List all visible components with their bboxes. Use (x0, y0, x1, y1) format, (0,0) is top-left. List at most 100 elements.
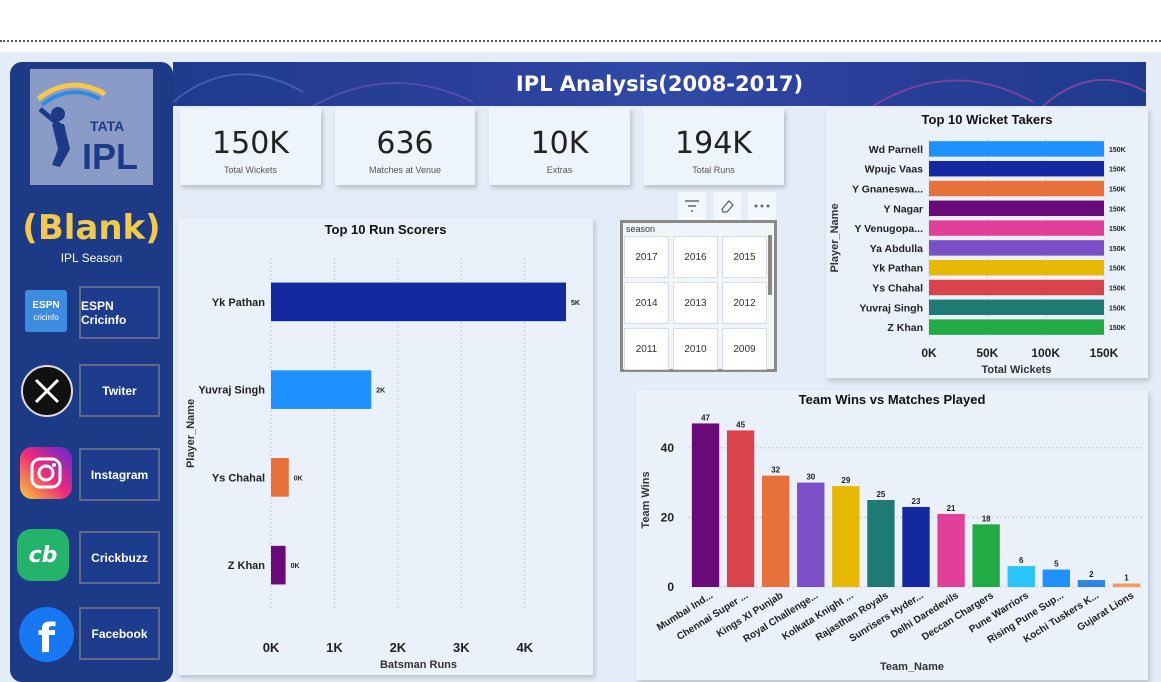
bar (762, 475, 790, 587)
chart-title: Top 10 Run Scorers (324, 222, 447, 237)
bar (929, 319, 1104, 335)
bar (929, 200, 1104, 217)
kpi-value: 194K (675, 126, 752, 161)
category-label: Z Khan (887, 322, 923, 334)
x-tick-label: 0K (921, 346, 937, 360)
wicket-takers-chart: 0K 50K 100K 150K Wd Parnell 150K Wpujc Vaas 150… (829, 139, 1126, 376)
slicer-year-item[interactable]: 2013 (673, 282, 718, 324)
data-label: 150K (1109, 147, 1126, 154)
category-label: Y Gnaneswa... (852, 184, 923, 196)
season-card-value: (Blank) (22, 208, 161, 248)
slicer-year-item[interactable]: 2015 (722, 236, 767, 278)
slicer-header: season (626, 224, 656, 234)
category-label: Wd Parnell (869, 144, 923, 156)
bar (1112, 583, 1141, 587)
y-axis-title: Team Wins (640, 471, 652, 528)
bar (929, 279, 1104, 296)
x-tick-label: 150K (1090, 346, 1119, 360)
x-axis-title: Team_Name (880, 661, 944, 673)
filter-icon[interactable] (678, 192, 706, 220)
cricbuzz-icon-text: cb (28, 542, 58, 568)
slicer-year-item[interactable]: 2016 (673, 236, 718, 278)
category-label: Wpujc Vaas (865, 164, 924, 176)
chart-title: Top 10 Wicket Takers (921, 112, 1053, 127)
bar (271, 458, 289, 497)
bar (271, 282, 566, 322)
category-label: Yk Pathan (212, 297, 265, 309)
slicer-year-item[interactable]: 2017 (624, 236, 669, 278)
bar (902, 506, 930, 587)
x-tick-label: 3K (453, 640, 470, 655)
data-label: 1 (1124, 574, 1129, 583)
kpi-card-total-wickets: 150K Total Wickets (180, 108, 321, 185)
instagram-button[interactable]: Instagram (79, 448, 160, 501)
logo-tata-text: TATA (90, 118, 124, 134)
category-label: Yuvraj Singh (859, 302, 923, 314)
data-label: 5 (1054, 560, 1059, 569)
espn-cricinfo-button[interactable]: ESPN Cricinfo (79, 286, 160, 339)
data-label: 25 (876, 490, 885, 499)
category-label: Ys Chahal (872, 283, 923, 295)
x-tick-label: 100K (1031, 346, 1060, 360)
chart-title: Team Wins vs Matches Played (798, 392, 986, 407)
category-label: Yuvraj Singh (198, 385, 265, 397)
twitter-button[interactable]: Twiter (79, 364, 160, 417)
facebook-icon[interactable]: f (19, 607, 74, 662)
x-twitter-icon[interactable] (21, 365, 73, 417)
data-label: 150K (1109, 286, 1126, 293)
data-label: 150K (1109, 266, 1126, 273)
instagram-icon[interactable] (20, 447, 72, 499)
x-axis-title: Batsman Runs (380, 659, 457, 671)
category-label: Z Khan (228, 560, 266, 572)
category-label: Y Nagar (884, 203, 924, 215)
kpi-label: Total Wickets (223, 165, 277, 175)
crickbuzz-button[interactable]: Crickbuzz (79, 531, 160, 584)
run-scorers-chart: 0K 1K 2K 3K 4K Yk Pathan 5K Yuvraj Singh 2K Ys Ch… (185, 258, 580, 671)
data-label: 30 (806, 473, 815, 482)
bar (867, 500, 895, 587)
x-tick-label: 50K (976, 346, 998, 360)
data-label: 18 (982, 514, 991, 523)
bar (929, 141, 1104, 157)
category-label: Y Venugopa... (854, 223, 923, 235)
slicer-year-item[interactable]: 2009 (722, 328, 767, 370)
data-label: 2K (376, 388, 385, 395)
cricbuzz-icon[interactable]: cb (17, 529, 69, 581)
bar (929, 220, 1104, 236)
x-tick-label: 1K (326, 640, 343, 655)
run-scorers-chart-card: Top 10 Run Scorers 0K 1K 2K 3K 4K Yk Pathan 5K… (178, 218, 593, 675)
data-label: 29 (841, 476, 850, 485)
facebook-button[interactable]: Facebook (79, 607, 160, 660)
category-label: Ya Abdulla (870, 243, 923, 255)
bar (929, 180, 1104, 197)
data-label: 150K (1109, 226, 1126, 233)
ipl-logo: TATA IPL (30, 69, 153, 185)
y-axis-title: Player_Name (185, 399, 197, 468)
bar (271, 545, 286, 585)
season-slicer[interactable]: season 2017 2016 2015 2014 2013 2012 201… (620, 220, 777, 372)
data-label: 32 (771, 466, 780, 475)
data-label: 150K (1109, 167, 1126, 174)
slicer-year-item[interactable]: 2011 (624, 328, 669, 370)
slicer-scrollbar[interactable] (768, 235, 772, 295)
bar (972, 524, 1000, 587)
data-label: 150K (1109, 246, 1126, 253)
bar (691, 423, 720, 587)
logo-ipl-text: IPL (82, 136, 138, 177)
bar (1007, 566, 1035, 587)
slicer-year-item[interactable]: 2014 (624, 282, 669, 324)
data-label: 23 (912, 497, 921, 506)
eraser-icon[interactable] (713, 192, 741, 220)
page-title: IPL Analysis(2008-2017) (515, 72, 804, 96)
y-tick-label: 40 (661, 441, 675, 455)
data-label: 150K (1109, 187, 1126, 194)
slicer-year-item[interactable]: 2012 (722, 282, 767, 324)
espn-cricinfo-icon[interactable]: ESPN cricinfo (25, 290, 67, 332)
data-label: 0K (291, 563, 300, 570)
kpi-card-matches-at-venue: 636 Matches at Venue (335, 108, 475, 185)
more-options-icon[interactable] (748, 192, 776, 220)
y-tick-label: 0 (667, 580, 674, 594)
bar (1077, 580, 1106, 587)
slicer-year-item[interactable]: 2010 (673, 328, 718, 370)
espn-icon-text: cricinfo (33, 313, 59, 322)
